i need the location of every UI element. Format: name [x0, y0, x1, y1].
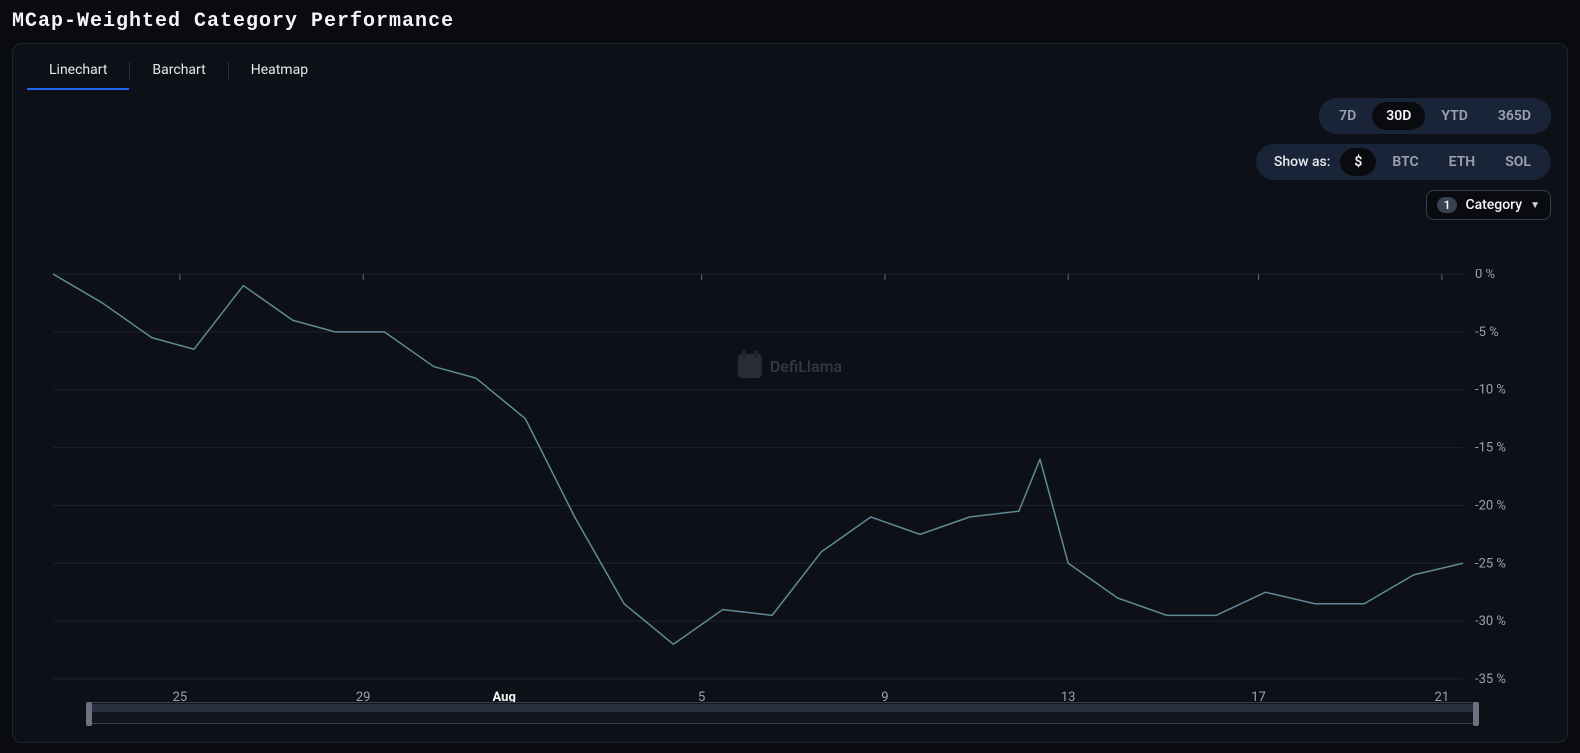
tab-barchart[interactable]: Barchart [130, 52, 227, 90]
chart-type-tabs: Linechart Barchart Heatmap [13, 44, 1567, 90]
denom-btc[interactable]: BTC [1378, 148, 1432, 176]
category-count-badge: 1 [1437, 197, 1458, 213]
category-dropdown[interactable]: 1 Category ▼ [1426, 190, 1551, 220]
period-365d[interactable]: 365D [1484, 102, 1545, 130]
tab-linechart[interactable]: Linechart [27, 52, 129, 90]
svg-text:-30 %: -30 % [1475, 614, 1506, 629]
denom-usd[interactable]: $ [1340, 148, 1376, 176]
svg-text:-35 %: -35 % [1475, 672, 1506, 687]
denom-eth[interactable]: ETH [1435, 148, 1490, 176]
period-30d[interactable]: 30D [1372, 102, 1425, 130]
show-as-label: Show as: [1262, 154, 1339, 170]
period-ytd[interactable]: YTD [1427, 102, 1481, 130]
page-title: MCap-Weighted Category Performance [12, 10, 1568, 33]
line-chart[interactable]: 0 %-5 %-10 %-15 %-20 %-25 %-30 %-35 %252… [43, 269, 1523, 709]
chevron-down-icon: ▼ [1530, 200, 1540, 211]
chart-panel: Linechart Barchart Heatmap 7D 30D YTD 36… [12, 43, 1568, 743]
period-7d[interactable]: 7D [1325, 102, 1370, 130]
brush-handle-right[interactable] [1473, 702, 1479, 726]
tab-heatmap[interactable]: Heatmap [229, 52, 330, 90]
brush-track [90, 704, 1475, 712]
time-brush[interactable] [88, 702, 1477, 724]
denom-sol[interactable]: SOL [1491, 148, 1545, 176]
svg-text:-5 %: -5 % [1475, 325, 1499, 340]
category-label: Category [1465, 197, 1522, 213]
period-selector: 7D 30D YTD 365D [1319, 98, 1551, 134]
svg-text:-25 %: -25 % [1475, 556, 1506, 571]
chart-controls: 7D 30D YTD 365D Show as: $ BTC ETH SOL 1… [1256, 98, 1551, 220]
denomination-selector: Show as: $ BTC ETH SOL [1256, 144, 1551, 180]
svg-text:0 %: 0 % [1475, 269, 1495, 282]
brush-handle-left[interactable] [86, 702, 92, 726]
svg-text:-15 %: -15 % [1475, 441, 1506, 456]
svg-text:-10 %: -10 % [1475, 383, 1506, 398]
svg-text:-20 %: -20 % [1475, 498, 1506, 513]
